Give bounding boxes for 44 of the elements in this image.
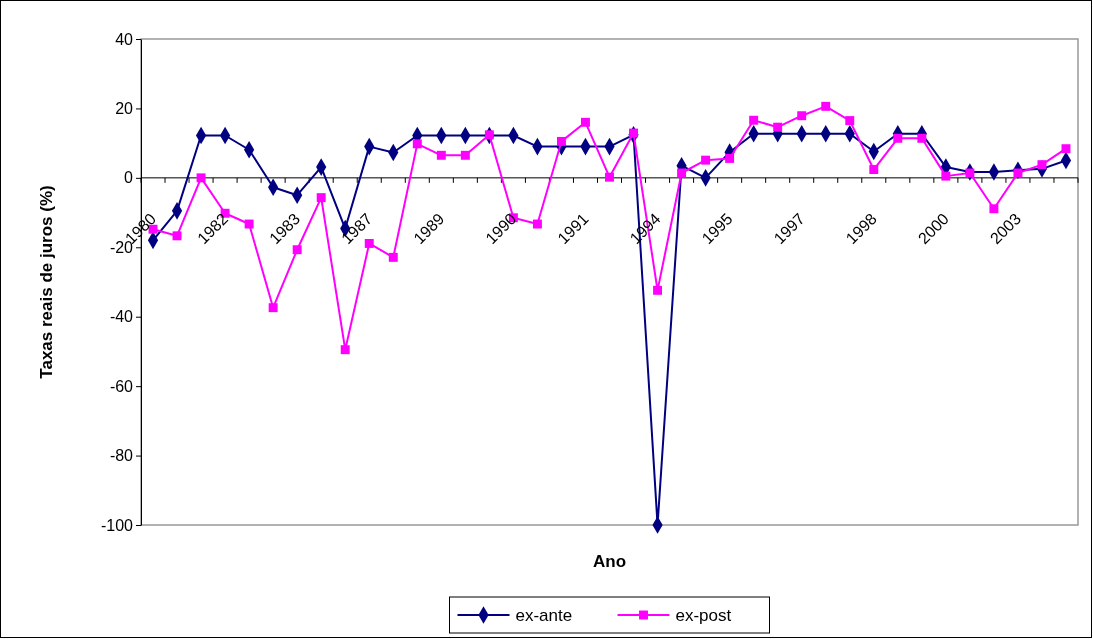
point (532, 219, 542, 229)
y-tick-label: -60 (109, 377, 134, 395)
y-tick-label: 20 (115, 100, 134, 118)
point (316, 193, 326, 203)
point (460, 150, 470, 160)
point (1061, 144, 1071, 154)
y-tick-label: 0 (124, 169, 134, 187)
point (749, 115, 759, 125)
point (196, 173, 206, 183)
point (989, 204, 999, 214)
legend-label: ex-ante (515, 606, 573, 625)
point (653, 285, 663, 295)
legend-label: ex-post (675, 606, 732, 625)
point (1013, 168, 1023, 178)
point (701, 155, 711, 165)
point (268, 303, 278, 313)
point (869, 165, 879, 174)
point (845, 116, 855, 126)
y-axis-title: Taxas reais de juros (%) (37, 185, 56, 379)
point (172, 231, 182, 241)
point (484, 130, 494, 140)
point (244, 219, 254, 229)
y-tick-label: -80 (109, 447, 134, 465)
point (773, 122, 783, 132)
point (581, 117, 590, 127)
point (917, 133, 927, 143)
y-tick-label: -100 (100, 516, 134, 534)
point (797, 111, 807, 121)
point (340, 345, 350, 355)
point (965, 168, 975, 178)
point (941, 171, 951, 181)
y-tick-label: 40 (115, 30, 134, 48)
point (388, 252, 398, 262)
point (292, 245, 302, 255)
point (412, 139, 422, 149)
y-tick-label: -40 (109, 308, 134, 326)
point (605, 172, 614, 182)
point (725, 153, 735, 163)
x-axis-title: Ano (592, 552, 627, 571)
point (677, 168, 687, 178)
point (556, 136, 566, 146)
point (821, 101, 831, 111)
point (1037, 160, 1047, 170)
point (436, 150, 446, 160)
